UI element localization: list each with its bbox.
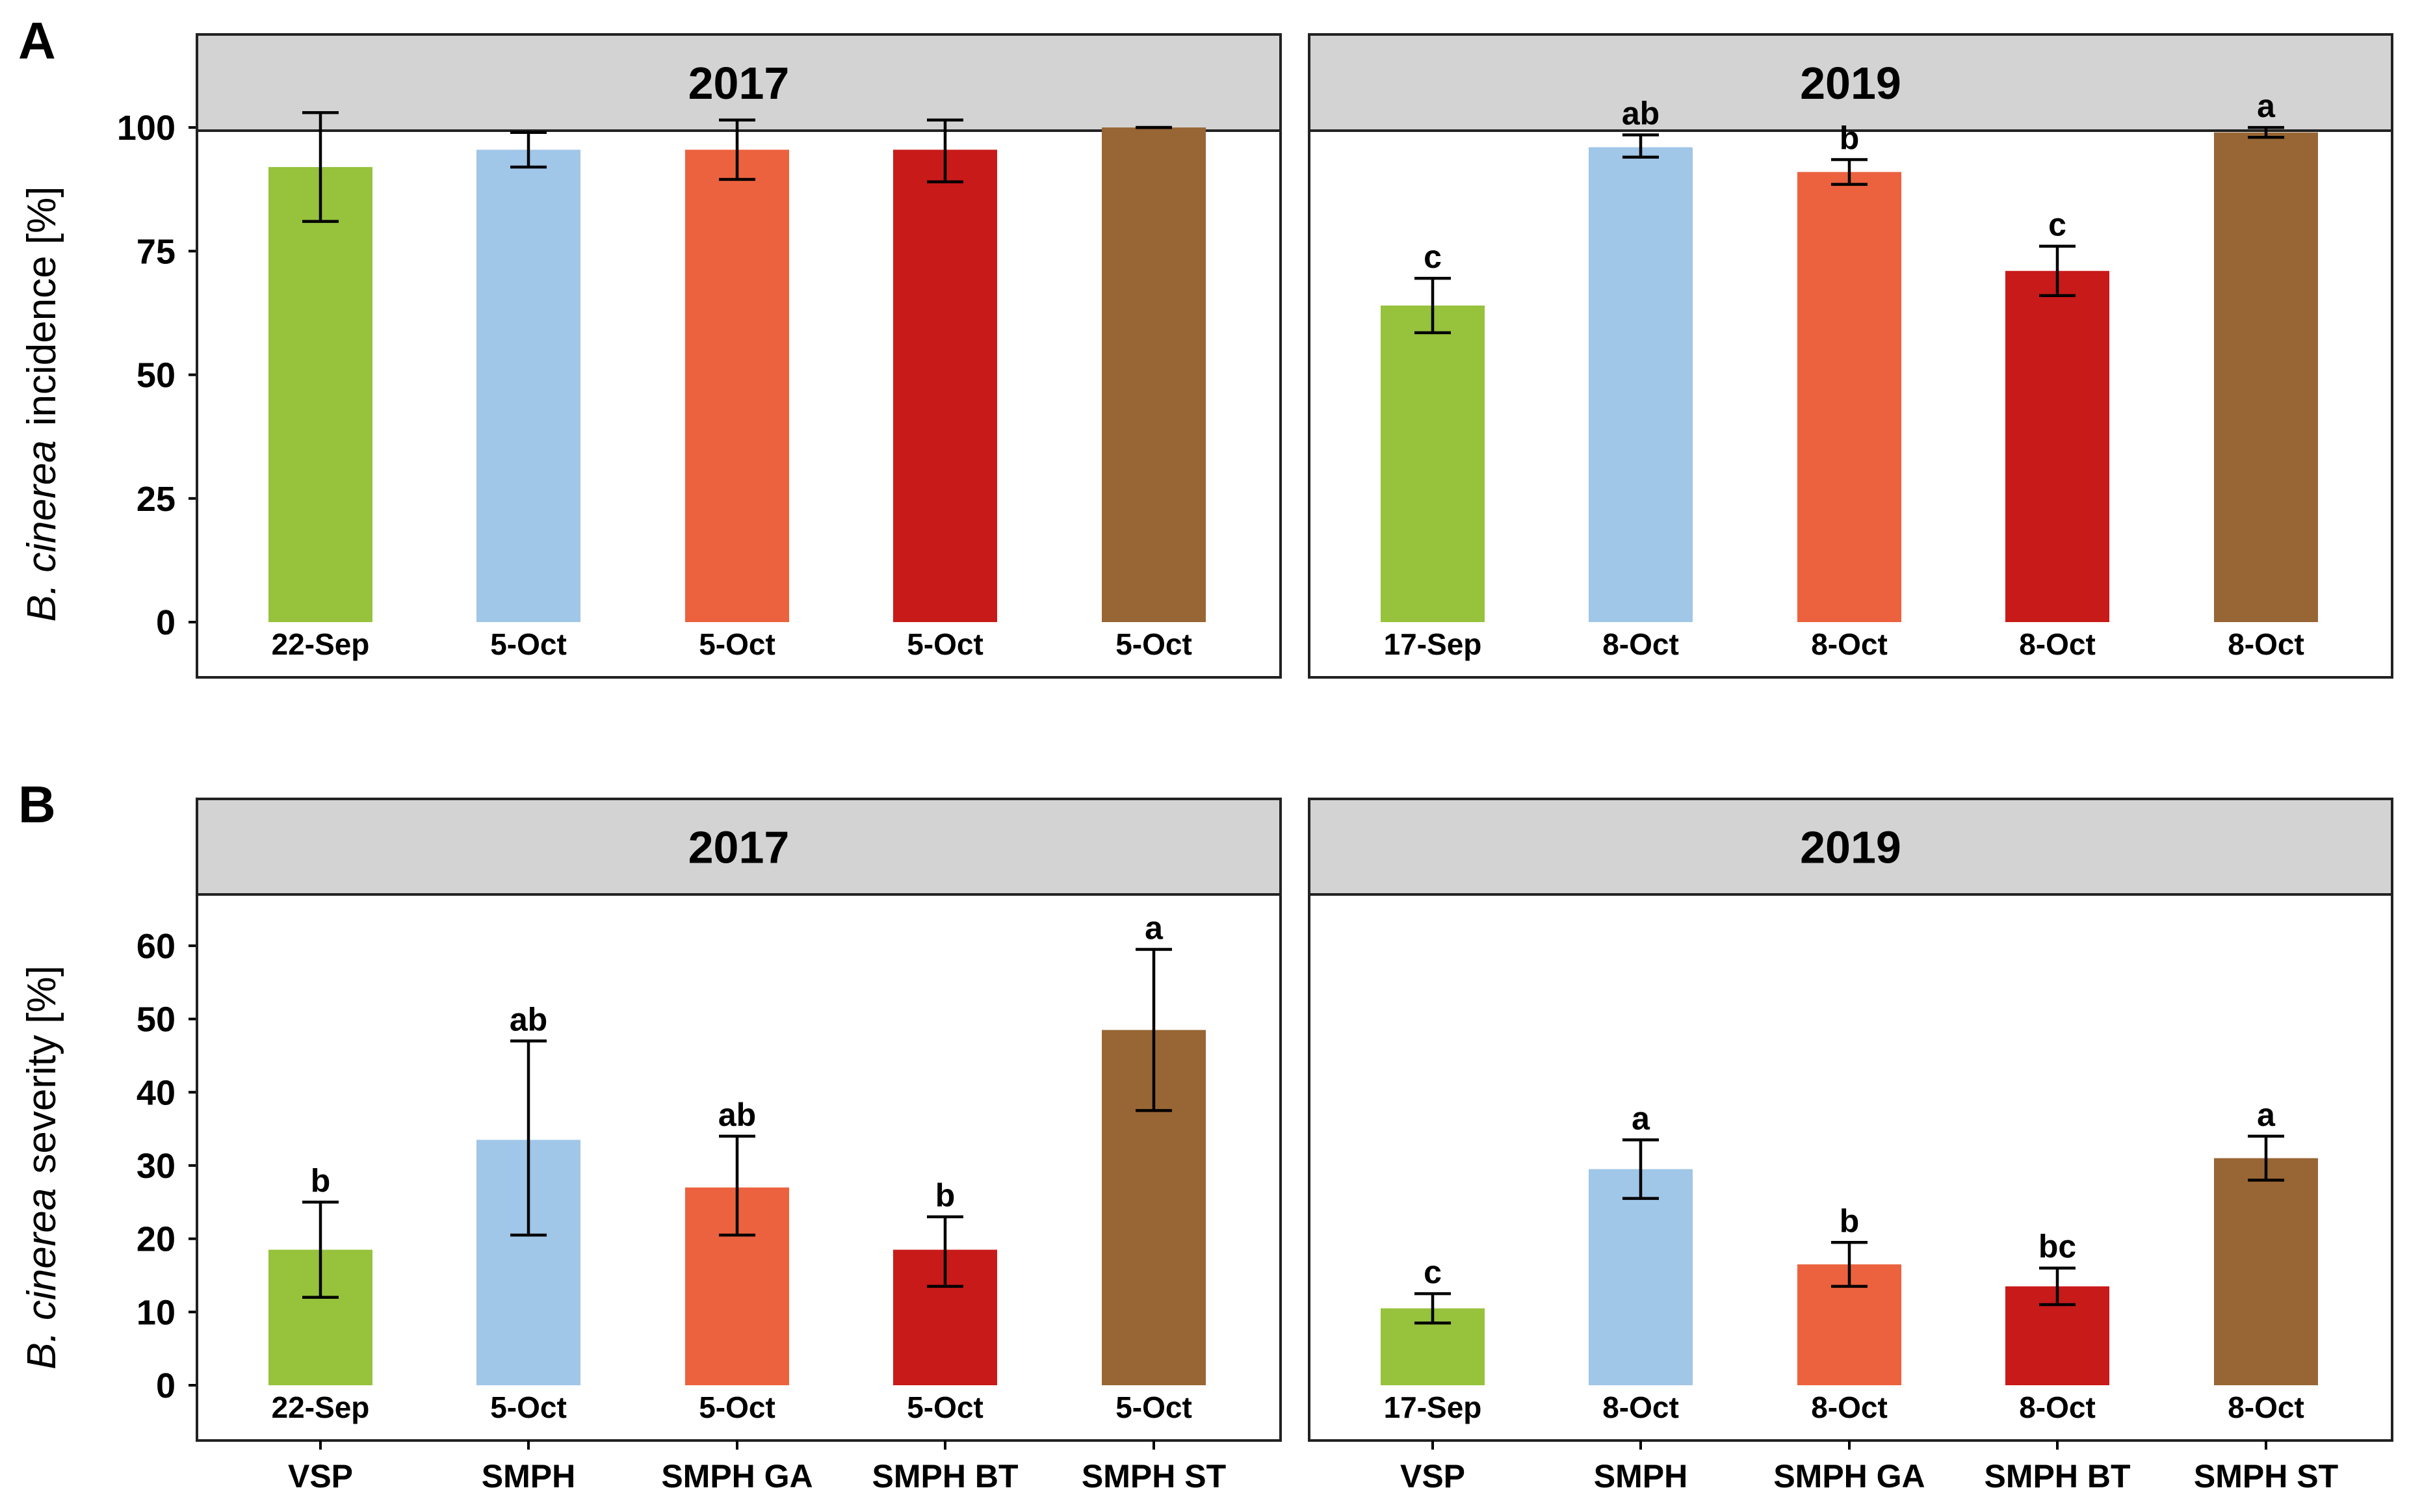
- y-axis-label-species: B. cinerea: [20, 440, 64, 621]
- date-label: 5-Oct: [490, 627, 567, 661]
- x-tick-label: VSP: [288, 1458, 353, 1494]
- significance-letter: ab: [718, 1097, 756, 1133]
- facet-strip: [196, 33, 1282, 132]
- date-label: 22-Sep: [272, 627, 370, 661]
- facet-title: 2017: [688, 58, 790, 109]
- facet-strip: [196, 798, 1282, 896]
- date-label: 5-Oct: [490, 1390, 567, 1424]
- date-label: 22-Sep: [272, 1390, 370, 1424]
- panel-label-b: B: [18, 776, 56, 833]
- bar: [268, 166, 372, 622]
- facet-title: 2017: [688, 822, 790, 873]
- facet-title: 2019: [1800, 822, 1901, 873]
- date-label: 8-Oct: [1811, 627, 1888, 661]
- significance-letter: ab: [510, 1001, 547, 1037]
- date-label: 8-Oct: [2019, 1390, 2096, 1424]
- bar: [685, 150, 789, 623]
- bar: [1102, 127, 1206, 622]
- significance-letter: a: [1632, 1101, 1650, 1137]
- significance-letter: b: [1840, 120, 1860, 157]
- significance-letter: b: [1840, 1203, 1860, 1239]
- x-tick-label: SMPH GA: [661, 1458, 813, 1494]
- date-label: 5-Oct: [1115, 627, 1192, 661]
- bar: [2214, 132, 2318, 622]
- y-tick-label: 75: [137, 232, 176, 271]
- significance-letter: c: [1424, 1254, 1442, 1290]
- x-tick-label: SMPH: [1594, 1458, 1687, 1494]
- x-tick-label: SMPH GA: [1773, 1458, 1925, 1494]
- date-label: 5-Oct: [699, 627, 775, 661]
- y-tick-label: 50: [137, 356, 176, 395]
- bar: [1381, 306, 1485, 622]
- y-tick-label: 20: [137, 1220, 176, 1259]
- bar: [893, 150, 997, 623]
- y-tick-label: 0: [156, 1366, 176, 1405]
- x-tick-label: SMPH BT: [872, 1458, 1019, 1494]
- x-tick-label: SMPH ST: [1082, 1458, 1226, 1494]
- date-label: 5-Oct: [699, 1390, 775, 1424]
- y-tick-label: 100: [117, 109, 176, 148]
- significance-letter: a: [2257, 88, 2276, 124]
- significance-letter: a: [1145, 910, 1164, 946]
- facet-strip: [1308, 798, 2393, 896]
- date-label: 17-Sep: [1384, 627, 1482, 661]
- significance-letter: c: [2048, 207, 2066, 243]
- bar: [1797, 172, 1901, 622]
- significance-letter: ab: [1622, 96, 1660, 132]
- x-tick-label: VSP: [1400, 1458, 1465, 1494]
- y-tick-label: 0: [156, 603, 176, 642]
- significance-letter: b: [311, 1162, 331, 1199]
- date-label: 8-Oct: [1602, 627, 1679, 661]
- significance-letter: a: [2257, 1097, 2276, 1133]
- date-label: 8-Oct: [1811, 1390, 1888, 1424]
- panel-label-a: A: [18, 12, 56, 70]
- date-label: 5-Oct: [1115, 1390, 1192, 1424]
- panels-layer: [189, 33, 2393, 1450]
- y-tick-label: 60: [137, 927, 176, 966]
- bar: [2005, 270, 2109, 623]
- significance-letter: bc: [2038, 1229, 2076, 1265]
- facet-title: 2019: [1800, 58, 1901, 109]
- significance-letter: c: [1424, 239, 1442, 275]
- bar: [1589, 1169, 1693, 1385]
- bar: [476, 150, 580, 623]
- date-label: 8-Oct: [1602, 1390, 1679, 1424]
- bar: [2214, 1158, 2318, 1385]
- y-tick-label: 25: [137, 480, 176, 519]
- y-tick-label: 10: [137, 1293, 176, 1332]
- y-tick-label: 50: [137, 1000, 176, 1039]
- y-axis-label-metric: severity [%]: [20, 965, 64, 1173]
- date-label: 8-Oct: [2228, 1390, 2304, 1424]
- date-label: 5-Oct: [907, 1390, 983, 1424]
- y-axis-label: B. cinerea severity [%]: [20, 965, 64, 1370]
- y-tick-label: 40: [137, 1073, 176, 1112]
- text-layer: AB. cinereaincidence [%]0255075100201722…: [18, 12, 2338, 1494]
- y-axis-label: B. cinerea incidence [%]: [20, 187, 64, 622]
- date-label: 8-Oct: [2228, 627, 2304, 661]
- y-tick-label: 30: [137, 1147, 176, 1186]
- x-tick-label: SMPH ST: [2194, 1458, 2338, 1494]
- x-tick-label: SMPH: [482, 1458, 575, 1494]
- bar: [1589, 147, 1693, 622]
- y-axis-label-species: B. cinerea: [20, 1188, 64, 1370]
- date-label: 17-Sep: [1384, 1390, 1482, 1424]
- date-label: 8-Oct: [2019, 627, 2096, 661]
- date-label: 5-Oct: [907, 627, 983, 661]
- x-tick-label: SMPH BT: [1985, 1458, 2131, 1494]
- y-axis-label-metric: incidence [%]: [20, 187, 64, 426]
- significance-letter: b: [935, 1177, 956, 1214]
